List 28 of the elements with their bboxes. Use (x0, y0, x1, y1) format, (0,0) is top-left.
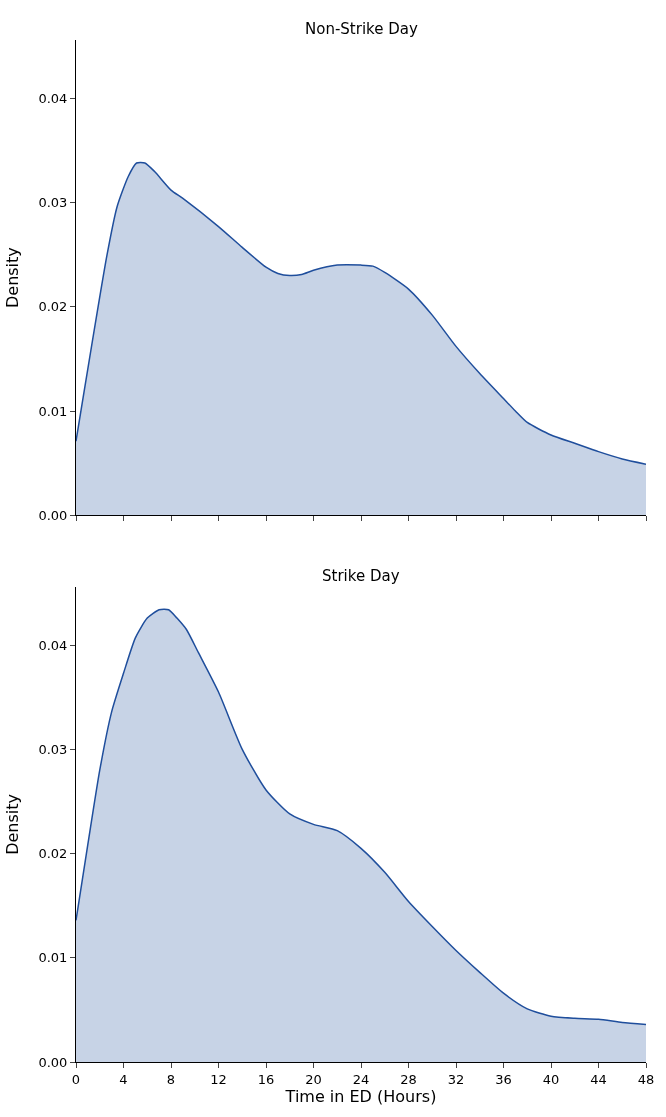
y-tick-label: 0.00 (38, 1054, 68, 1070)
x-tick-label: 20 (305, 1071, 322, 1087)
x-tick-label: 16 (257, 1071, 275, 1087)
chart-title: Non-Strike Day (305, 20, 418, 38)
x-tick-label: 44 (590, 1071, 607, 1087)
y-tick-label: 0.00 (38, 507, 68, 523)
x-tick-label: 40 (542, 1071, 560, 1087)
x-tick-label: 12 (210, 1071, 227, 1087)
y-tick-label: 0.02 (38, 299, 68, 315)
x-tick-label: 4 (119, 1071, 128, 1087)
x-tick-label: 28 (400, 1071, 417, 1087)
chart-title: Strike Day (322, 567, 400, 585)
y-tick-label: 0.03 (38, 741, 68, 757)
x-tick-label: 8 (166, 1071, 176, 1087)
x-axis-title: Time in ED (Hours) (284, 1086, 437, 1106)
x-tick-label: 32 (447, 1071, 465, 1087)
y-axis-title: Density (3, 247, 23, 309)
y-axis-title: Density (3, 793, 23, 855)
x-tick-label: 0 (71, 1071, 81, 1087)
y-tick-label: 0.01 (38, 403, 68, 419)
y-tick-label: 0.04 (38, 637, 68, 653)
y-tick-label: 0.04 (38, 90, 68, 106)
y-tick-label: 0.03 (38, 195, 68, 211)
x-tick-label: 36 (495, 1071, 512, 1087)
y-tick-label: 0.02 (38, 846, 68, 862)
y-tick-label: 0.01 (38, 950, 68, 966)
x-tick-label: 48 (637, 1071, 655, 1087)
x-tick-label: 24 (352, 1071, 370, 1087)
